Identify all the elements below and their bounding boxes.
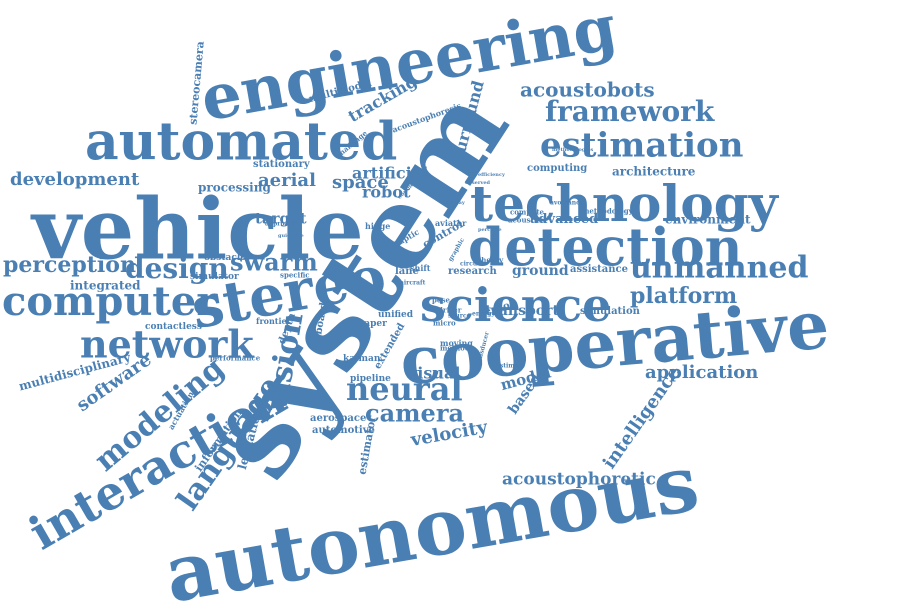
- word-ground: ground: [512, 263, 569, 280]
- word-neural: neural: [346, 370, 463, 409]
- word-guidance: guidance: [278, 233, 304, 240]
- word-assistance: assistance: [570, 264, 628, 276]
- word-specific: specific: [280, 270, 310, 280]
- word-efficiency: efficiency: [478, 172, 505, 179]
- word-vehicle: vehicle: [32, 179, 364, 279]
- word-design: design: [125, 252, 229, 286]
- word-acoustophoretic: acoustophoretic: [502, 469, 656, 490]
- word-contactless: contactless: [145, 321, 202, 332]
- word-detection: detection: [468, 217, 743, 279]
- word-aviator: aviator: [435, 217, 467, 228]
- word-science: science: [420, 278, 612, 333]
- word-automated: automated: [85, 111, 398, 173]
- word-obstacle: obstacle: [204, 252, 246, 263]
- word-research: research: [448, 266, 497, 278]
- word-advanced: advanced: [530, 211, 599, 227]
- word-artificial: artificial: [352, 163, 429, 183]
- word-level: level: [368, 293, 387, 303]
- word-theory: theory: [478, 255, 504, 265]
- word-aerial: aerial: [258, 169, 316, 191]
- word-avoidance: avoidance: [550, 199, 584, 207]
- word-swarm: swarm: [230, 247, 318, 277]
- word-estimate: estimate: [496, 362, 526, 370]
- word-aerospace: aerospace: [310, 413, 367, 425]
- word-transport: transport: [485, 303, 559, 320]
- word-robot: robot: [362, 182, 411, 202]
- word-environment: environment: [665, 212, 751, 227]
- word-frontier: frontier: [256, 315, 291, 326]
- word-processing: processing: [198, 180, 271, 195]
- word-methodology: methodology: [582, 206, 633, 216]
- word-framework: framework: [545, 95, 715, 129]
- word-simulation: simulation: [580, 306, 640, 318]
- word-acoustic: acoustic: [508, 215, 541, 225]
- word-driver: driver: [438, 305, 462, 315]
- word-visual: visual: [408, 363, 461, 383]
- word-integrated: integrated: [70, 278, 141, 293]
- word-acoustobots: acoustobots: [520, 77, 655, 102]
- word-approach: approach: [265, 220, 297, 228]
- word-perception: perception: [3, 251, 136, 278]
- word-computer: computer: [2, 277, 218, 325]
- word-computing: computing: [527, 163, 588, 175]
- word-target: target: [255, 209, 307, 228]
- word-source: source: [448, 312, 471, 320]
- word-paper: paper: [358, 318, 387, 329]
- word-energy: energy: [472, 310, 495, 318]
- word-moving: moving: [440, 337, 473, 348]
- word-stationary: stationary: [253, 159, 310, 171]
- word-automotive: automotive: [312, 425, 375, 437]
- word-pipeline: pipeline: [350, 373, 391, 384]
- word-observed: observed: [465, 180, 491, 187]
- word-shift: shift: [410, 262, 431, 273]
- word-lane: lane: [395, 266, 419, 278]
- word-platform: platform: [630, 282, 738, 309]
- word-hinge: hinge: [365, 220, 391, 231]
- word-estimation: estimation: [540, 125, 744, 166]
- word-perceive: perceive: [478, 227, 502, 234]
- word-unified: unified: [378, 309, 414, 320]
- word-free: free: [405, 252, 423, 263]
- word-network: network: [80, 321, 254, 367]
- word-unmanned: unmanned: [630, 250, 809, 286]
- word-aircraft: aircraft: [400, 279, 426, 287]
- word-application: application: [645, 361, 759, 383]
- word-pose: pose: [432, 295, 450, 305]
- word-space: space: [332, 171, 389, 193]
- word-development: development: [10, 168, 140, 190]
- word-camera: camera: [365, 398, 465, 428]
- word-method: method: [440, 343, 470, 353]
- word-performance: performance: [210, 353, 261, 363]
- word-technology: technology: [470, 174, 778, 233]
- word-micro: micro: [433, 318, 456, 328]
- word-architecture: architecture: [612, 164, 696, 179]
- word-simulator: simulator: [190, 271, 239, 282]
- word-kalman: kalman: [343, 353, 381, 364]
- word-methodologies: methodologies: [552, 147, 594, 154]
- word-display: display: [445, 200, 465, 207]
- word-compute: compute: [510, 207, 545, 217]
- word-circuit: circuit: [460, 260, 483, 268]
